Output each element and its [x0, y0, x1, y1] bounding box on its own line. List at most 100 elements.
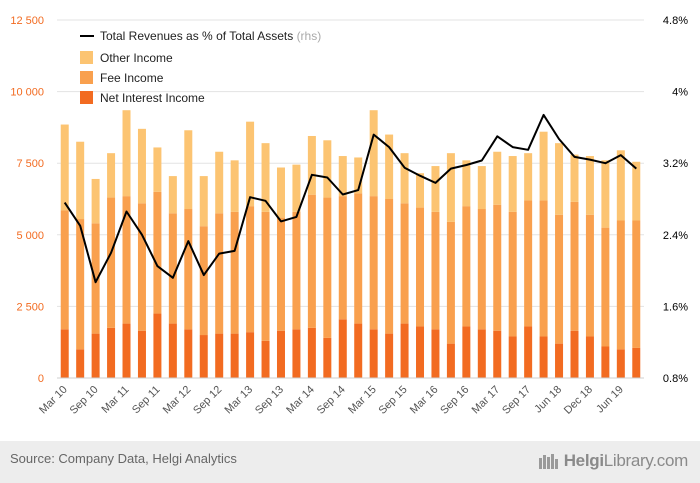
- x-tick-label: Mar 11: [100, 384, 132, 416]
- bar-fee-income: [431, 211, 440, 330]
- bar-net-interest-income: [369, 329, 378, 378]
- bar-fee-income: [369, 196, 378, 330]
- legend-label-fee-income: Fee Income: [100, 71, 164, 85]
- bar-fee-income: [477, 209, 486, 330]
- x-tick-label: Sep 16: [438, 384, 471, 417]
- y-right-tick-label: 4%: [672, 87, 688, 99]
- legend-label-other-income: Other Income: [100, 51, 173, 65]
- bar-net-interest-income: [462, 326, 471, 378]
- bar-other-income: [184, 130, 193, 210]
- x-tick-label: Mar 16: [408, 384, 441, 417]
- bar-other-income: [369, 110, 378, 197]
- bar-other-income: [261, 143, 270, 212]
- bar-fee-income: [76, 219, 85, 350]
- x-tick-label: Jun 18: [532, 384, 564, 416]
- y-right-tick-label: 4.8%: [663, 15, 688, 27]
- legend-swatch-other-income: [80, 51, 93, 64]
- y-left-tick-label: 2 500: [16, 301, 44, 313]
- helgi-library-logo[interactable]: HelgiLibrary.com: [538, 449, 688, 473]
- x-tick-label: Sep 13: [253, 384, 286, 417]
- bar-other-income: [446, 153, 455, 222]
- bar-net-interest-income: [292, 329, 301, 378]
- library-books-icon: [538, 454, 558, 469]
- bar-fee-income: [570, 201, 579, 331]
- bar-other-income: [539, 131, 548, 201]
- bar-other-income: [524, 153, 533, 201]
- bar-net-interest-income: [446, 343, 455, 378]
- bar-other-income: [570, 154, 579, 202]
- bar-fee-income: [307, 194, 316, 328]
- x-tick-label: Mar 14: [284, 384, 317, 417]
- bar-other-income: [276, 167, 285, 218]
- bar-fee-income: [246, 206, 255, 333]
- bar-net-interest-income: [508, 336, 517, 378]
- bar-net-interest-income: [524, 326, 533, 378]
- legend-label-net-interest-income: Net Interest Income: [100, 91, 205, 105]
- bar-fee-income: [276, 217, 285, 331]
- bar-net-interest-income: [261, 340, 270, 378]
- legend-swatch-fee-income: [80, 71, 93, 84]
- x-tick-label: Jun 19: [594, 384, 626, 416]
- y-right-tick-label: 3.2%: [663, 158, 688, 170]
- bar-net-interest-income: [307, 327, 316, 378]
- bar-other-income: [493, 151, 502, 205]
- bar-other-income: [215, 151, 224, 214]
- bar-net-interest-income: [107, 327, 116, 378]
- bar-net-interest-income: [616, 349, 625, 378]
- line-total-revenues-pct-assets: [63, 113, 637, 284]
- bar-net-interest-income: [323, 337, 332, 378]
- bar-fee-income: [199, 226, 208, 336]
- x-tick-label: Sep 12: [191, 384, 224, 417]
- bar-other-income: [122, 110, 131, 197]
- y-left-tick-label: 10 000: [10, 87, 44, 99]
- y-left-tick-label: 0: [38, 373, 44, 385]
- bar-fee-income: [601, 227, 610, 347]
- bar-other-income: [76, 141, 85, 220]
- x-tick-label: Sep 11: [130, 384, 163, 417]
- bar-net-interest-income: [555, 343, 564, 378]
- y-right-tick-label: 0.8%: [663, 373, 688, 385]
- bar-other-income: [416, 173, 425, 208]
- bar-net-interest-income: [601, 346, 610, 378]
- bar-other-income: [462, 160, 471, 207]
- bar-fee-income: [60, 210, 69, 330]
- bar-fee-income: [524, 200, 533, 327]
- bar-fee-income: [493, 204, 502, 331]
- x-tick-label: Mar 15: [346, 384, 379, 417]
- y-right-tick-label: 2.4%: [663, 230, 688, 242]
- x-tick-label: Dec 18: [562, 384, 595, 417]
- y-left-tick-label: 7 500: [16, 158, 44, 170]
- bar-other-income: [616, 150, 625, 221]
- bar-net-interest-income: [215, 333, 224, 378]
- bar-fee-income: [338, 196, 347, 320]
- bar-fee-income: [385, 199, 394, 334]
- bar-net-interest-income: [585, 336, 594, 378]
- bar-other-income: [230, 160, 239, 212]
- bar-net-interest-income: [632, 347, 641, 378]
- bar-fee-income: [539, 200, 548, 337]
- bar-fee-income: [168, 213, 177, 324]
- bar-net-interest-income: [199, 335, 208, 378]
- bar-other-income: [137, 128, 146, 204]
- bar-net-interest-income: [137, 330, 146, 378]
- bar-other-income: [477, 166, 486, 210]
- bar-other-income: [323, 140, 332, 198]
- bar-other-income: [385, 134, 394, 199]
- bar-fee-income: [292, 211, 301, 330]
- bar-net-interest-income: [493, 330, 502, 378]
- bar-fee-income: [323, 197, 332, 338]
- bar-fee-income: [122, 196, 131, 324]
- bar-net-interest-income: [276, 330, 285, 378]
- bar-net-interest-income: [60, 329, 69, 378]
- bar-other-income: [555, 143, 564, 215]
- bar-other-income: [431, 166, 440, 212]
- bar-fee-income: [215, 213, 224, 334]
- bar-other-income: [508, 156, 517, 212]
- x-tick-label: Mar 13: [223, 384, 256, 417]
- bar-fee-income: [107, 197, 116, 328]
- bar-other-income: [354, 157, 363, 194]
- bar-fee-income: [555, 214, 564, 344]
- bar-other-income: [91, 178, 100, 224]
- y-right-tick-label: 1.6%: [663, 301, 688, 313]
- bar-other-income: [60, 124, 69, 211]
